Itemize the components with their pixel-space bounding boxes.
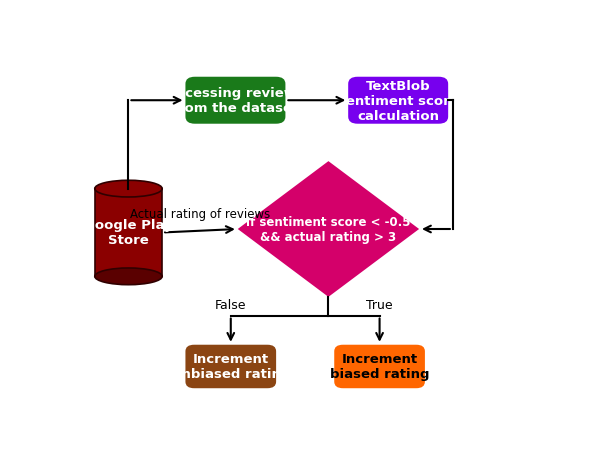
FancyBboxPatch shape — [185, 78, 286, 124]
Text: Google Play
Store: Google Play Store — [84, 219, 173, 247]
Text: Increment
biased rating: Increment biased rating — [330, 353, 430, 381]
Ellipse shape — [95, 181, 162, 198]
FancyBboxPatch shape — [185, 345, 276, 388]
Text: Actual rating of reviews: Actual rating of reviews — [130, 208, 270, 221]
Text: False: False — [215, 299, 247, 312]
Ellipse shape — [95, 268, 162, 285]
FancyBboxPatch shape — [334, 345, 425, 388]
Text: TextBlob
sentiment score
calculation: TextBlob sentiment score calculation — [338, 79, 458, 123]
Polygon shape — [238, 162, 419, 297]
Bar — [95, 189, 162, 277]
Text: Accessing reviews
from the dataset: Accessing reviews from the dataset — [167, 87, 304, 115]
Text: Increment
unbiased rating: Increment unbiased rating — [172, 353, 290, 381]
Text: True: True — [366, 299, 393, 312]
FancyBboxPatch shape — [348, 78, 448, 124]
Text: if sentiment score < -0.5
&& actual rating > 3: if sentiment score < -0.5 && actual rati… — [246, 216, 410, 244]
